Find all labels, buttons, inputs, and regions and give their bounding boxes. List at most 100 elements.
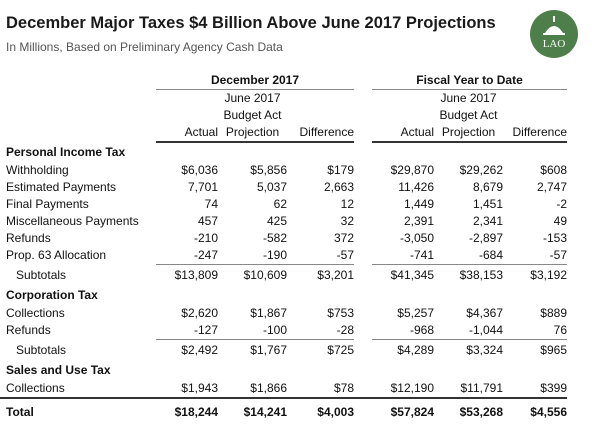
row-label: Total <box>0 397 156 425</box>
cell-value: $1,867 <box>250 306 287 320</box>
cell-value: -127 <box>156 322 218 340</box>
cell-value: -247 <box>156 247 218 265</box>
cell-value: -741 <box>372 247 434 265</box>
section-header-row: Personal Income Tax <box>0 142 567 162</box>
cell-value: $1,943 <box>181 381 218 395</box>
cell-value: $3,324 <box>466 343 503 357</box>
cell-value: $2,620 <box>181 306 218 320</box>
col-header-projection: June 2017 <box>440 91 497 105</box>
cell-value: $725 <box>327 343 354 357</box>
cell-value: $3,201 <box>317 268 354 282</box>
cell-value: -2,897 <box>468 231 503 245</box>
col-header-projection: Projection <box>434 124 503 143</box>
section-title: Personal Income Tax <box>6 145 126 159</box>
table-row: Refunds -127 -100 -28 -968 -1,044 76 <box>0 322 567 340</box>
cell-value: 62 <box>273 197 287 211</box>
cell-value: -100 <box>218 322 287 340</box>
cell-value: -1,044 <box>434 322 503 340</box>
table-row: Prop. 63 Allocation -247 -190 -57 -741 -… <box>0 247 567 265</box>
row-label: Withholding <box>6 163 69 177</box>
cell-value: 74 <box>204 197 218 211</box>
section-title: Sales and Use Tax <box>6 363 111 377</box>
cell-value: $399 <box>540 381 567 395</box>
row-label: Collections <box>6 381 65 395</box>
cell-value: 372 <box>333 231 354 245</box>
cell-value: $5,257 <box>397 306 434 320</box>
cell-value: -684 <box>434 247 503 265</box>
cell-value: 5,037 <box>256 180 287 194</box>
cell-value: 2,663 <box>323 180 354 194</box>
table-row: Final Payments 74 62 12 1,449 1,451 -2 <box>0 196 567 213</box>
cell-value: 12 <box>340 197 354 211</box>
row-label: Miscellaneous Payments <box>6 214 139 228</box>
cell-value: $3,192 <box>530 268 567 282</box>
column-header-row-2: Budget Act Budget Act <box>0 107 567 124</box>
cell-value: $29,262 <box>459 163 503 177</box>
cell-value: $753 <box>327 306 354 320</box>
cell-value: $14,241 <box>218 397 287 425</box>
col-header-actual: Actual <box>372 124 434 143</box>
cell-value: 7,701 <box>187 180 218 194</box>
cell-value: $4,556 <box>503 397 567 425</box>
lao-logo: LAO <box>530 10 578 58</box>
table-row: Withholding $6,036 $5,856 $179 $29,870 $… <box>0 162 567 179</box>
col-header-projection: Projection <box>218 124 287 143</box>
cell-value: -190 <box>218 247 287 265</box>
row-label: Subtotals <box>16 267 67 282</box>
dome-icon <box>543 16 565 35</box>
table-row: Miscellaneous Payments 457 425 32 2,391 … <box>0 213 567 230</box>
cell-value: 1,449 <box>403 197 434 211</box>
column-header-row-1: June 2017 June 2017 <box>0 90 567 108</box>
cell-value: 76 <box>503 322 567 340</box>
cell-value: -57 <box>287 247 354 265</box>
cell-value: -57 <box>503 247 567 265</box>
cell-value: $4,289 <box>397 343 434 357</box>
cell-value: 2,341 <box>472 214 503 228</box>
table-row: Collections $2,620 $1,867 $753 $5,257 $4… <box>0 305 567 322</box>
cell-value: $29,870 <box>390 163 434 177</box>
cell-value: $57,824 <box>372 397 434 425</box>
cell-value: 49 <box>553 214 567 228</box>
cell-value: 11,426 <box>398 180 434 194</box>
row-label: Subtotals <box>16 342 67 357</box>
subtotal-row: Subtotals $2,492 $1,767 $725 $4,289 $3,3… <box>0 340 567 362</box>
cell-value: $1,866 <box>250 381 287 395</box>
cell-value: -968 <box>372 322 434 340</box>
cell-value: -2 <box>556 197 567 211</box>
row-label: Prop. 63 Allocation <box>6 248 107 263</box>
cell-value: $2,492 <box>181 343 218 357</box>
row-label: Refunds <box>6 231 51 245</box>
total-row: Total $18,244 $14,241 $4,003 $57,824 $53… <box>0 397 567 425</box>
row-label: Final Payments <box>6 197 89 211</box>
table-row: Refunds -210 -582 372 -3,050 -2,897 -153 <box>0 230 567 247</box>
cell-value: $4,367 <box>466 306 503 320</box>
cell-value: 8,679 <box>472 180 503 194</box>
cell-value: $889 <box>540 306 567 320</box>
table-row: Collections $1,943 $1,866 $78 $12,190 $1… <box>0 380 567 398</box>
col-header-difference: Difference <box>503 124 567 143</box>
cell-value: $5,856 <box>250 163 287 177</box>
cell-value: -153 <box>542 231 567 245</box>
cell-value: $53,268 <box>434 397 503 425</box>
cell-value: 2,747 <box>536 180 567 194</box>
cell-value: $78 <box>333 381 354 395</box>
cell-value: 2,391 <box>403 214 434 228</box>
section-title: Corporation Tax <box>6 288 98 302</box>
group-header-december: December 2017 <box>156 72 354 90</box>
row-label: Refunds <box>6 323 51 338</box>
col-header-projection: June 2017 <box>224 91 281 105</box>
tax-table: December 2017 Fiscal Year to Date June 2… <box>0 72 567 425</box>
cell-value: -3,050 <box>399 231 434 245</box>
subtotal-row: Subtotals $13,809 $10,609 $3,201 $41,345… <box>0 265 567 287</box>
cell-value: $4,003 <box>287 397 354 425</box>
cell-value: -28 <box>287 322 354 340</box>
group-header-row: December 2017 Fiscal Year to Date <box>0 72 567 90</box>
table-row: Estimated Payments 7,701 5,037 2,663 11,… <box>0 179 567 196</box>
row-label: Estimated Payments <box>6 180 117 194</box>
column-header-row-3: Actual Projection Difference Actual Proj… <box>0 124 567 143</box>
cell-value: $6,036 <box>181 163 218 177</box>
col-header-difference: Difference <box>287 124 354 143</box>
cell-value: -210 <box>193 231 218 245</box>
cell-value: $18,244 <box>156 397 218 425</box>
cell-value: $1,767 <box>250 343 287 357</box>
